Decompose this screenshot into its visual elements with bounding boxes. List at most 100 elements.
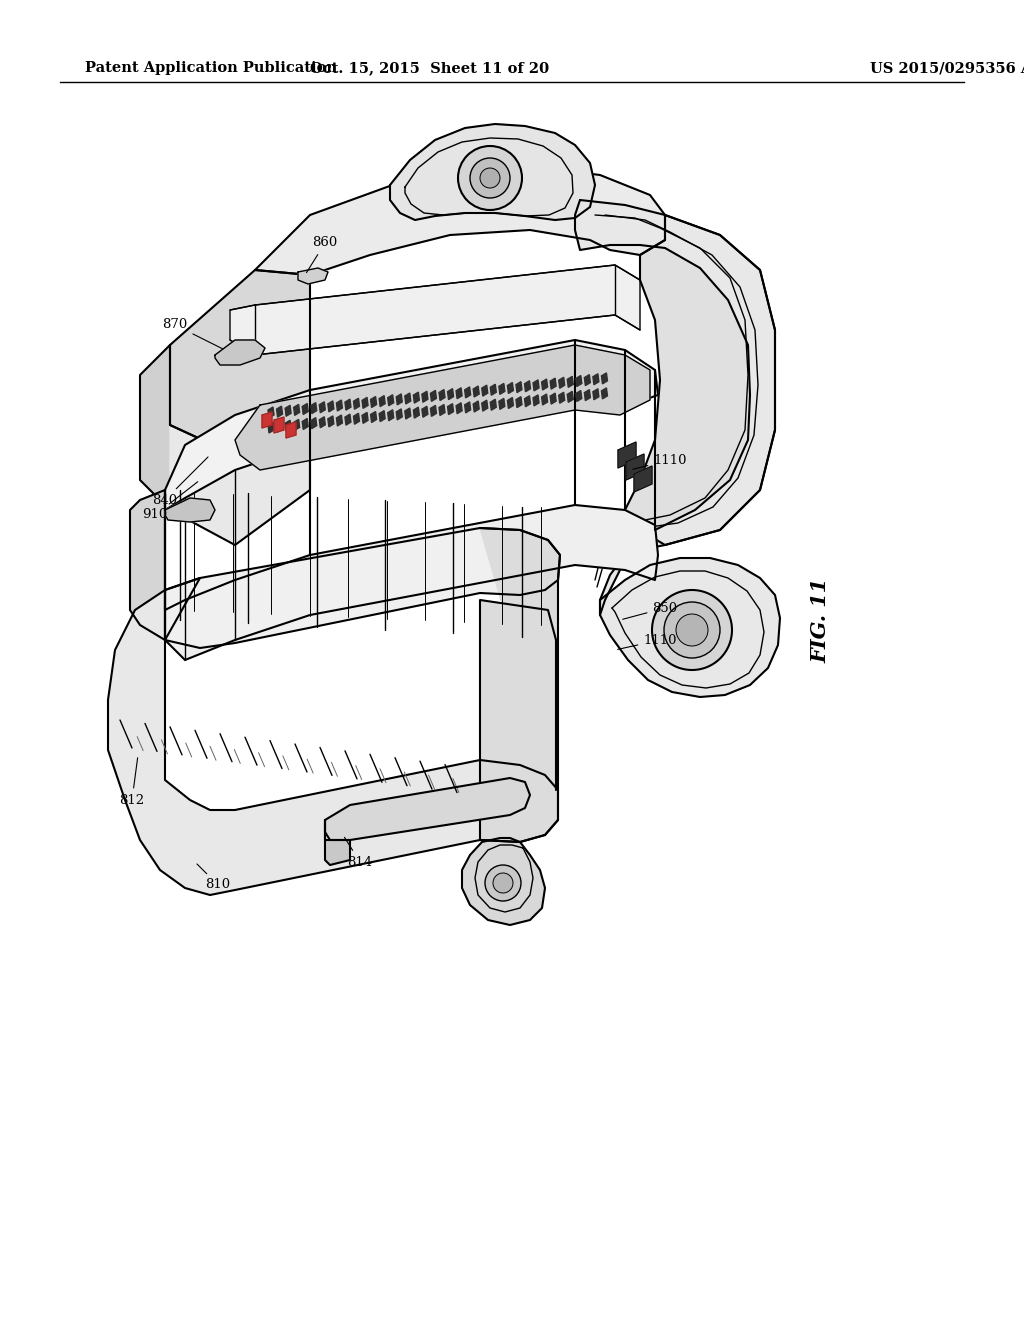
Polygon shape <box>286 422 296 438</box>
Polygon shape <box>379 411 385 421</box>
Circle shape <box>458 147 522 210</box>
Polygon shape <box>430 391 436 401</box>
Polygon shape <box>404 393 411 404</box>
Polygon shape <box>490 399 497 411</box>
Polygon shape <box>285 405 291 416</box>
Polygon shape <box>499 399 505 409</box>
Polygon shape <box>337 400 342 411</box>
Polygon shape <box>371 396 377 408</box>
Polygon shape <box>465 387 471 397</box>
Polygon shape <box>600 558 780 697</box>
Text: 1110: 1110 <box>617 634 677 649</box>
Polygon shape <box>319 417 326 428</box>
Polygon shape <box>516 396 522 408</box>
Polygon shape <box>567 391 573 403</box>
Polygon shape <box>396 393 402 405</box>
Polygon shape <box>325 820 350 865</box>
Polygon shape <box>473 401 479 412</box>
Circle shape <box>485 865 521 902</box>
Polygon shape <box>165 490 658 660</box>
Polygon shape <box>302 418 308 429</box>
Polygon shape <box>294 420 300 430</box>
Polygon shape <box>575 201 775 615</box>
Polygon shape <box>593 374 599 384</box>
Polygon shape <box>447 404 454 414</box>
Polygon shape <box>447 388 454 400</box>
Polygon shape <box>430 405 436 416</box>
Polygon shape <box>262 412 272 428</box>
Circle shape <box>470 158 510 198</box>
Text: 1110: 1110 <box>633 454 687 470</box>
Polygon shape <box>516 381 522 392</box>
Polygon shape <box>345 399 351 411</box>
Text: 810: 810 <box>197 865 230 891</box>
Text: 814: 814 <box>344 837 373 869</box>
Polygon shape <box>550 378 556 389</box>
Polygon shape <box>310 417 316 429</box>
Polygon shape <box>618 442 636 469</box>
Polygon shape <box>593 389 599 400</box>
Polygon shape <box>388 395 393 405</box>
Polygon shape <box>534 395 539 405</box>
Text: 860: 860 <box>306 236 338 273</box>
Polygon shape <box>465 401 471 413</box>
Polygon shape <box>388 409 393 421</box>
Text: 812: 812 <box>120 758 144 807</box>
Polygon shape <box>325 777 530 840</box>
Text: 870: 870 <box>163 318 222 348</box>
Text: FIG. 11: FIG. 11 <box>810 577 830 663</box>
Text: 910: 910 <box>142 482 198 521</box>
Polygon shape <box>508 383 513 393</box>
Polygon shape <box>585 375 591 385</box>
Text: Patent Application Publication: Patent Application Publication <box>85 61 337 75</box>
Circle shape <box>652 590 732 671</box>
Text: 850: 850 <box>623 602 678 619</box>
Polygon shape <box>165 528 560 648</box>
Polygon shape <box>585 389 591 401</box>
Polygon shape <box>319 401 326 413</box>
Polygon shape <box>601 388 607 399</box>
Circle shape <box>664 602 720 657</box>
Polygon shape <box>302 404 308 414</box>
Polygon shape <box>268 407 274 418</box>
Text: US 2015/0295356 A1: US 2015/0295356 A1 <box>870 61 1024 75</box>
Polygon shape <box>404 408 411 418</box>
Polygon shape <box>170 271 310 455</box>
Polygon shape <box>165 498 215 521</box>
Polygon shape <box>524 396 530 407</box>
Polygon shape <box>559 392 564 403</box>
Polygon shape <box>274 417 284 433</box>
Polygon shape <box>534 380 539 391</box>
Polygon shape <box>234 345 650 470</box>
Polygon shape <box>362 412 368 424</box>
Polygon shape <box>480 528 560 842</box>
Polygon shape <box>626 454 644 480</box>
Polygon shape <box>345 414 351 425</box>
Polygon shape <box>371 412 377 422</box>
Polygon shape <box>550 393 556 404</box>
Polygon shape <box>328 416 334 426</box>
Polygon shape <box>542 379 548 389</box>
Polygon shape <box>414 392 420 403</box>
Polygon shape <box>276 421 283 432</box>
Polygon shape <box>575 375 582 387</box>
Polygon shape <box>268 422 274 433</box>
Polygon shape <box>422 407 428 417</box>
Circle shape <box>493 873 513 894</box>
Polygon shape <box>396 409 402 420</box>
Polygon shape <box>439 389 445 400</box>
Polygon shape <box>473 385 479 397</box>
Polygon shape <box>634 466 652 492</box>
Polygon shape <box>567 376 573 387</box>
Polygon shape <box>108 578 558 895</box>
Polygon shape <box>379 396 385 407</box>
Polygon shape <box>481 385 487 396</box>
Polygon shape <box>230 265 640 355</box>
Polygon shape <box>337 414 342 426</box>
Polygon shape <box>542 393 548 405</box>
Polygon shape <box>298 268 328 284</box>
Text: 840: 840 <box>153 457 208 507</box>
Text: Oct. 15, 2015  Sheet 11 of 20: Oct. 15, 2015 Sheet 11 of 20 <box>310 61 550 75</box>
Polygon shape <box>170 389 310 545</box>
Polygon shape <box>490 384 497 395</box>
